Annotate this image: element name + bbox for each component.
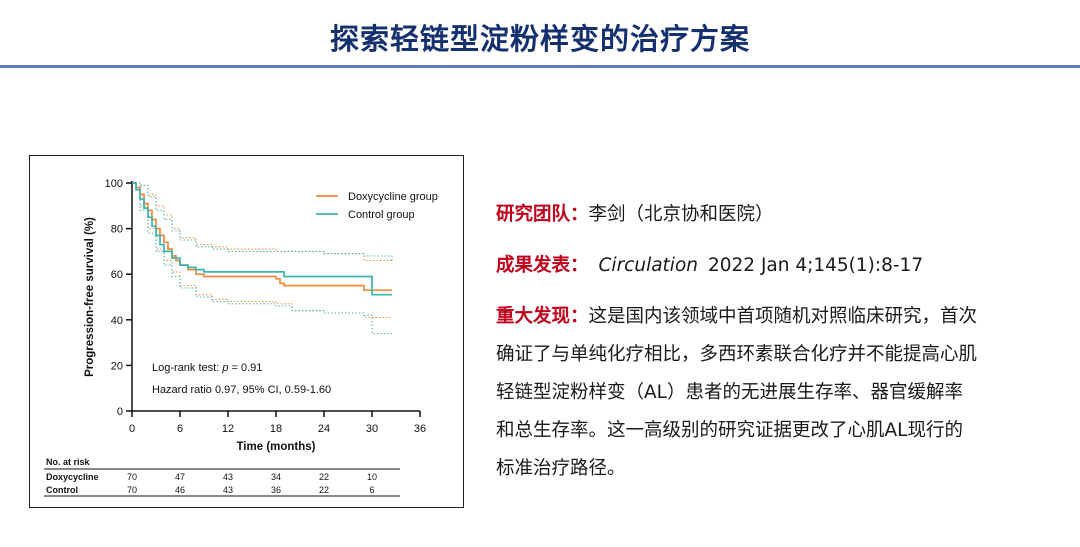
y-tick-label: 100	[105, 178, 123, 190]
finding-line: 轻链型淀粉样变（AL）患者的无进展生存率、器官缓解率	[496, 382, 963, 403]
km-figure: 0 20 40 60 80 100 0 6 12 18 24 30 36 Time (months) Pro…	[29, 155, 464, 508]
finding-line: 标准治疗路径。	[496, 458, 626, 479]
legend-label: Control group	[348, 209, 415, 221]
ci-lower-line-0	[132, 182, 392, 319]
finding-line: 和总生存率。这一高级别的研究证据更改了心肌AL现行的	[496, 420, 963, 441]
risk-cell: 22	[319, 472, 329, 482]
risk-cell: 34	[271, 472, 281, 482]
publication-line: 成果发表： Circulation 2022 Jan 4;145(1):8-17	[496, 247, 1056, 285]
finding-line: 重大发现：这是国内该领域中首项随机对照临床研究，首次	[496, 298, 1056, 336]
x-tick-label: 30	[366, 423, 378, 435]
hazard-ratio-annotation: Hazard ratio 0.97, 95% CI, 0.59-1.60	[152, 384, 331, 396]
risk-cell: 6	[369, 485, 374, 495]
finding-line: 确证了与单纯化疗相比，多西环素联合化疗并不能提高心肌	[496, 344, 978, 365]
x-tick-label: 12	[222, 423, 234, 435]
ci-upper-line-1	[132, 182, 393, 261]
risk-cell: 10	[367, 472, 377, 482]
y-tick-label: 40	[111, 315, 123, 327]
info-panel: 研究团队：李剑（北京协和医院） 成果发表： Circulation 2022 Jan…	[496, 196, 1056, 488]
y-tick-label: 20	[111, 360, 123, 372]
risk-cell: 36	[271, 485, 281, 495]
risk-cell: 47	[175, 472, 185, 482]
x-tick-label: 24	[318, 423, 330, 435]
risk-row-label: Doxycycline	[46, 472, 99, 482]
finding-label: 重大发现：	[496, 306, 589, 327]
x-tick-label: 6	[177, 423, 183, 435]
risk-cell: 22	[319, 485, 329, 495]
journal-name: Circulation	[598, 255, 698, 276]
title-divider	[0, 65, 1080, 68]
risk-row-label: Control	[46, 485, 78, 495]
finding-block: 重大发现：这是国内该领域中首项随机对照临床研究，首次 确证了与单纯化疗相比，多西…	[496, 298, 1056, 488]
risk-cell: 43	[223, 485, 233, 495]
team-label: 研究团队：	[496, 204, 589, 225]
y-tick-label: 80	[111, 224, 123, 236]
x-tick-label: 18	[270, 423, 282, 435]
x-tick-label: 36	[414, 423, 426, 435]
legend-label: Doxycycline group	[348, 191, 438, 203]
survival-line-1	[132, 182, 392, 296]
publication-label: 成果发表：	[496, 255, 589, 276]
x-tick-label: 0	[129, 423, 135, 435]
y-tick-label: 60	[111, 269, 123, 281]
risk-cell: 46	[175, 485, 185, 495]
km-chart: 0 20 40 60 80 100 0 6 12 18 24 30 36 Time (months) Pro…	[44, 178, 438, 497]
citation: 2022 Jan 4;145(1):8-17	[708, 255, 924, 276]
finding-text: 这是国内该领域中首项随机对照临床研究，首次	[588, 306, 978, 327]
risk-cell: 70	[127, 485, 137, 495]
y-tick-label: 0	[117, 406, 123, 418]
risk-cell: 70	[127, 472, 137, 482]
team-value: 李剑（北京协和医院）	[588, 204, 774, 225]
y-axis-title: Progression-free survival (%)	[84, 217, 96, 377]
slide-title: 探索轻链型淀粉样变的治疗方案	[329, 22, 750, 56]
ci-lower-line-1	[132, 182, 392, 335]
log-rank-annotation: Log-rank test: p = 0.91	[152, 362, 262, 374]
risk-cell: 43	[223, 472, 233, 482]
risk-table-title: No. at risk	[46, 457, 91, 467]
team-line: 研究团队：李剑（北京协和医院）	[496, 196, 1056, 234]
x-axis-title: Time (months)	[236, 441, 315, 453]
